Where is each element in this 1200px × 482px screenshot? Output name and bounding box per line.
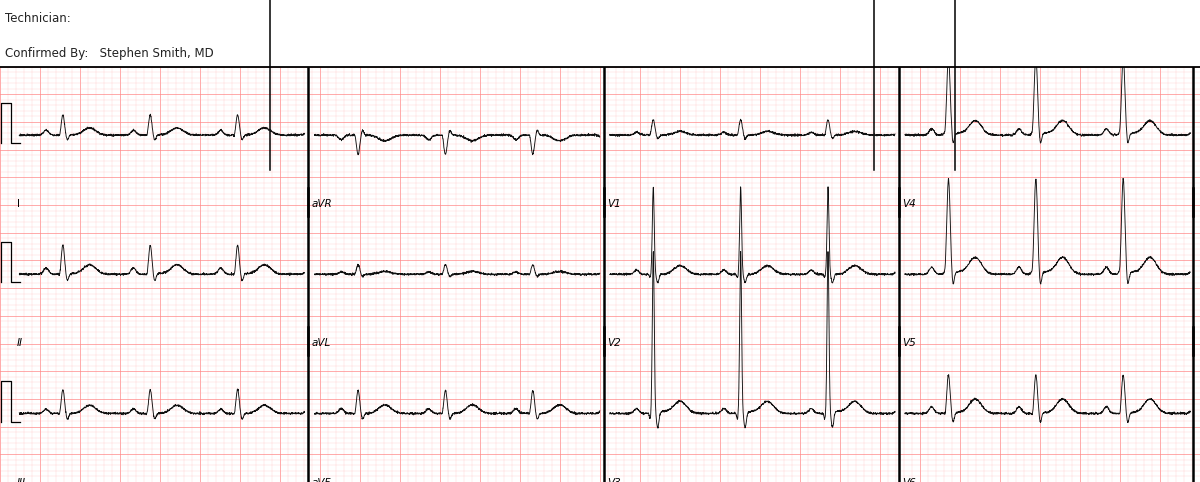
Text: aVF: aVF bbox=[312, 478, 331, 482]
Text: I: I bbox=[17, 199, 19, 209]
Text: V3: V3 bbox=[607, 478, 620, 482]
Text: aVR: aVR bbox=[312, 199, 332, 209]
Text: V6: V6 bbox=[902, 478, 916, 482]
Text: III: III bbox=[17, 478, 26, 482]
Text: V2: V2 bbox=[607, 338, 620, 348]
Text: V5: V5 bbox=[902, 338, 916, 348]
Text: Technician:: Technician: bbox=[5, 12, 71, 25]
Text: V4: V4 bbox=[902, 199, 916, 209]
Text: Confirmed By:   Stephen Smith, MD: Confirmed By: Stephen Smith, MD bbox=[5, 47, 214, 60]
Text: aVL: aVL bbox=[312, 338, 331, 348]
Text: II: II bbox=[17, 338, 23, 348]
Text: V1: V1 bbox=[607, 199, 620, 209]
